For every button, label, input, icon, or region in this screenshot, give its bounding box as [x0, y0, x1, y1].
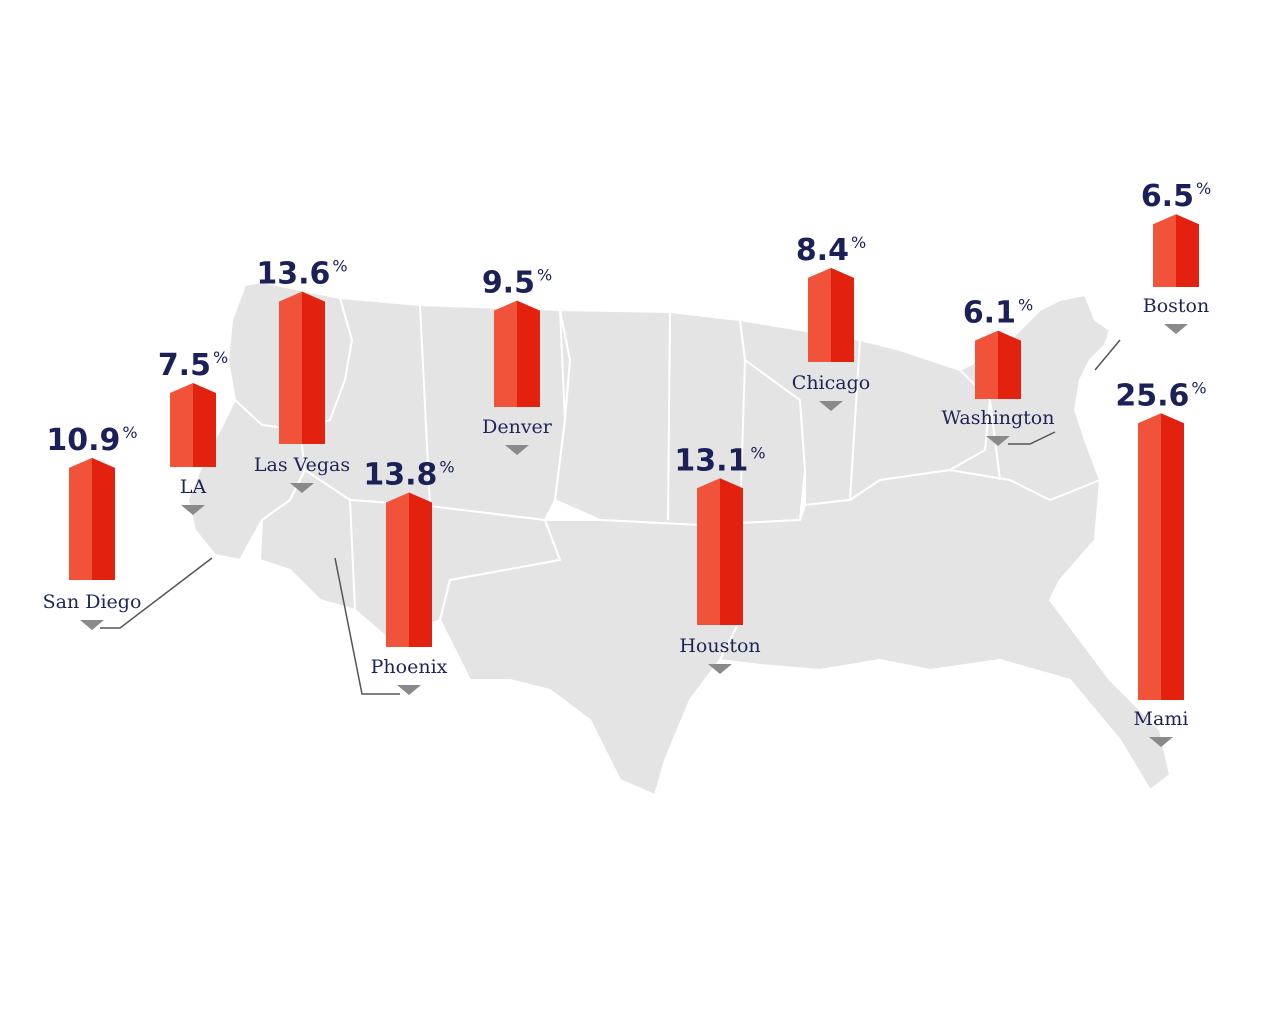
- value-label-phoenix: 13.8%: [363, 457, 454, 492]
- bar-chicago: [808, 267, 831, 362]
- location-pointer-icon: [505, 445, 529, 455]
- value-label-san-diego: 10.9%: [46, 423, 137, 458]
- bar-las-vegas: [279, 291, 302, 444]
- leader-line-washington: [1008, 431, 1056, 445]
- bar-shade-san-diego: [92, 457, 115, 580]
- location-pointer-icon: [819, 401, 843, 411]
- bar-la: [170, 383, 193, 467]
- bar-group-washington: 6.1 % Washington: [942, 296, 1055, 446]
- location-pointer-icon: [397, 685, 421, 695]
- us-map-outline: [187, 281, 1171, 796]
- location-pointer-icon: [1149, 737, 1173, 747]
- bars-layer: 10.9 % San Diego 7.5 % LA 13.6 % Las Vegas 13.8 % P…: [43, 179, 1211, 747]
- bar-group-la: 7.5 % LA: [158, 348, 228, 515]
- value-label-chicago: 8.4%: [796, 233, 866, 268]
- city-label-mami: Mami: [1134, 708, 1189, 730]
- bar-group-chicago: 8.4 % Chicago: [792, 233, 870, 411]
- bar-shade-washington: [998, 330, 1021, 399]
- city-label-washington: Washington: [942, 407, 1055, 429]
- bar-group-boston: 6.5 % Boston: [1141, 179, 1211, 334]
- bar-denver: [494, 300, 517, 407]
- value-label-las-vegas: 13.6%: [256, 257, 347, 292]
- leader-line-boston: [1094, 339, 1121, 371]
- bar-group-las-vegas: 13.6 % Las Vegas: [254, 257, 350, 493]
- value-label-houston: 13.1%: [674, 443, 765, 478]
- location-pointer-icon: [181, 505, 205, 515]
- bar-shade-houston: [720, 478, 743, 625]
- leader-line-phoenix: [334, 557, 400, 695]
- bar-group-mami: 25.6 % Mami: [1115, 378, 1207, 747]
- bar-shade-las-vegas: [302, 291, 325, 444]
- bar-group-phoenix: 13.8 % Phoenix: [363, 457, 455, 695]
- bar-shade-phoenix: [409, 492, 432, 647]
- bar-san-diego: [69, 457, 92, 580]
- bar-houston: [697, 478, 720, 625]
- bar-group-denver: 9.5 % Denver: [482, 266, 553, 455]
- bar-washington: [975, 330, 998, 399]
- bar-mami: [1138, 413, 1161, 700]
- value-label-la: 7.5%: [158, 348, 228, 383]
- value-label-boston: 6.5%: [1141, 179, 1211, 214]
- city-label-la: LA: [180, 476, 207, 498]
- value-label-washington: 6.1%: [963, 296, 1033, 331]
- leader-lines: [100, 339, 1121, 695]
- city-label-las-vegas: Las Vegas: [254, 454, 350, 476]
- city-label-boston: Boston: [1143, 295, 1209, 317]
- leader-line-san-diego: [100, 557, 213, 629]
- city-label-denver: Denver: [482, 416, 553, 438]
- bar-group-san-diego: 10.9 % San Diego: [43, 423, 142, 630]
- location-pointer-icon: [290, 483, 314, 493]
- location-pointer-icon: [80, 620, 104, 630]
- value-label-mami: 25.6%: [1115, 378, 1206, 413]
- bar-shade-boston: [1176, 214, 1199, 287]
- bar-shade-la: [193, 383, 216, 467]
- location-pointer-icon: [1164, 324, 1188, 334]
- location-pointer-icon: [708, 664, 732, 674]
- bar-shade-chicago: [831, 267, 854, 362]
- bar-shade-mami: [1161, 413, 1184, 700]
- city-label-chicago: Chicago: [792, 372, 870, 394]
- city-label-houston: Houston: [679, 635, 760, 657]
- location-pointer-icon: [986, 436, 1010, 446]
- value-label-denver: 9.5%: [482, 266, 552, 301]
- city-label-san-diego: San Diego: [43, 591, 142, 613]
- map-region-northeast: [949, 294, 1111, 501]
- bar-shade-denver: [517, 300, 540, 407]
- bar-phoenix: [386, 492, 409, 647]
- city-label-phoenix: Phoenix: [371, 656, 448, 678]
- bar-group-houston: 13.1 % Houston: [674, 443, 766, 674]
- bar-boston: [1153, 214, 1176, 287]
